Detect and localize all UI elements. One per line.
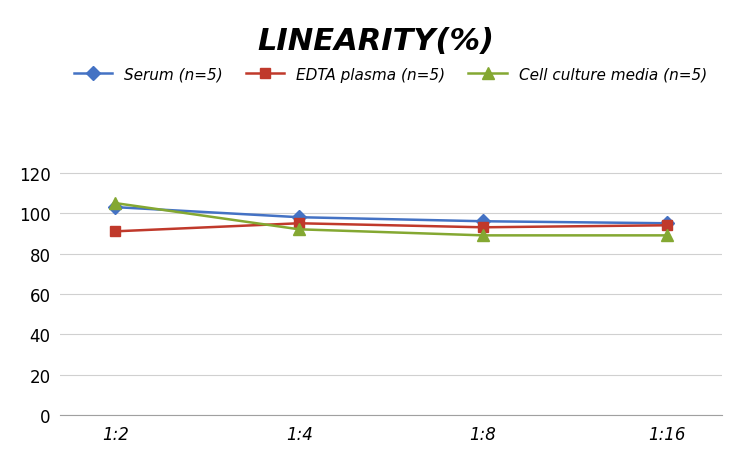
Serum (n=5): [111, 205, 120, 210]
EDTA plasma (n=5): [663, 223, 672, 229]
Legend: Serum (n=5), EDTA plasma (n=5), Cell culture media (n=5): Serum (n=5), EDTA plasma (n=5), Cell cul…: [68, 62, 713, 89]
Cell culture media (n=5): [478, 233, 487, 239]
Cell culture media (n=5): [663, 233, 672, 239]
EDTA plasma (n=5): [478, 225, 487, 230]
EDTA plasma (n=5): [295, 221, 304, 226]
Line: Serum (n=5): Serum (n=5): [111, 203, 672, 229]
EDTA plasma (n=5): [111, 229, 120, 235]
Cell culture media (n=5): [111, 201, 120, 207]
Text: LINEARITY(%): LINEARITY(%): [257, 27, 495, 56]
Line: Cell culture media (n=5): Cell culture media (n=5): [110, 198, 672, 241]
Serum (n=5): [663, 221, 672, 226]
Serum (n=5): [478, 219, 487, 225]
Cell culture media (n=5): [295, 227, 304, 233]
Line: EDTA plasma (n=5): EDTA plasma (n=5): [111, 219, 672, 237]
Serum (n=5): [295, 215, 304, 221]
